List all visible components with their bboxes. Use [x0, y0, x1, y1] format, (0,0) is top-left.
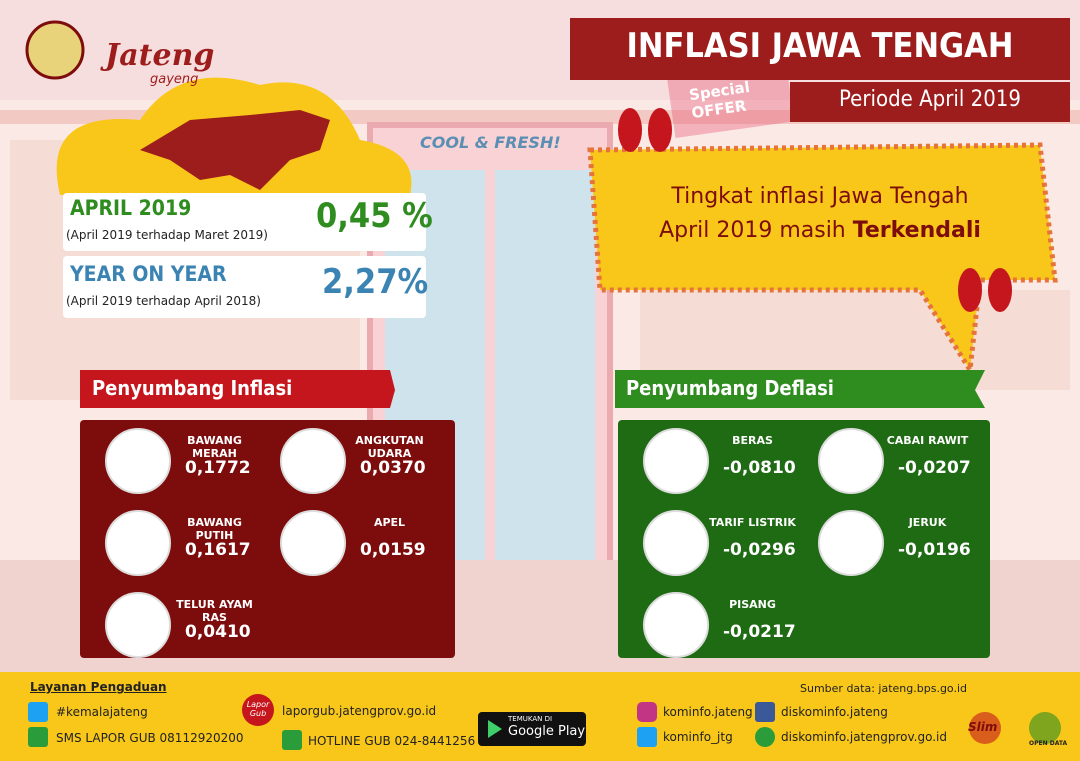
instagram: kominfo.jateng: [663, 705, 753, 719]
complaint-title: Layanan Pengaduan: [30, 680, 167, 694]
quote-text: April 2019 masih: [659, 218, 846, 243]
item-value: 0,1772: [185, 458, 251, 478]
item-name: TELUR AYAM RAS: [176, 598, 253, 624]
item-value: 0,0370: [360, 458, 426, 478]
yoy-label: YEAR ON YEAR: [70, 262, 227, 286]
item-value: -0,0296: [723, 540, 796, 560]
item-icon: [643, 510, 709, 576]
item-icon: [105, 510, 171, 576]
item-name: ANGKUTAN UDARA: [355, 434, 424, 460]
item-icon: [818, 510, 884, 576]
sms: SMS LAPOR GUB 08112920200: [56, 731, 244, 745]
quote-line: April 2019 masih Terkendali: [600, 214, 1040, 248]
monthly-label: APRIL 2019: [70, 196, 192, 220]
item-icon: [105, 428, 171, 494]
quote: Tingkat inflasi Jawa Tengah April 2019 m…: [600, 180, 1040, 248]
item-icon: [818, 428, 884, 494]
item-value: 0,1617: [185, 540, 251, 560]
item-value: -0,0810: [723, 458, 796, 478]
monthly-note: (April 2019 terhadap Maret 2019): [66, 228, 268, 242]
item-icon: [643, 428, 709, 494]
quote-line: Tingkat inflasi Jawa Tengah: [671, 184, 969, 209]
item-icon: [280, 510, 346, 576]
item-name: BAWANG MERAH: [187, 434, 242, 460]
title: INFLASI JAWA TENGAH: [626, 26, 1014, 66]
logo-tagline: gayeng: [150, 72, 199, 87]
inflation-title: Penyumbang Inflasi: [92, 376, 293, 400]
item-icon: [280, 428, 346, 494]
item-name: CABAI RAWIT: [886, 434, 969, 447]
item-name: PISANG: [729, 598, 776, 611]
item-value: -0,0217: [723, 622, 796, 642]
item-name: JERUK: [908, 516, 947, 529]
yoy-value: 2,27%: [322, 262, 429, 302]
quote-emphasis: Terkendali: [852, 218, 981, 243]
item-value: 0,0159: [360, 540, 426, 560]
deflation-title: Penyumbang Deflasi: [626, 376, 834, 400]
item-icon: [643, 592, 709, 658]
yoy-note: (April 2019 terhadap April 2018): [66, 294, 261, 308]
item-name: BERAS: [732, 434, 773, 447]
item-name: APEL: [373, 516, 406, 529]
twitter: #kemalajateng: [56, 705, 148, 719]
monthly-value: 0,45 %: [316, 196, 433, 236]
web: diskominfo.jatengprov.go.id: [781, 730, 947, 744]
item-name: BAWANG PUTIH: [187, 516, 242, 542]
item-value: 0,0410: [185, 622, 251, 642]
lapor-logo: Lapor Gub: [246, 700, 270, 718]
item-value: -0,0196: [898, 540, 971, 560]
facebook: diskominfo.jateng: [781, 705, 888, 719]
store-pre[interactable]: TEMUKAN DI: [508, 715, 553, 723]
item-value: -0,0207: [898, 458, 971, 478]
item-icon: [105, 592, 171, 658]
item-name: TARIF LISTRIK: [709, 516, 796, 529]
period: Periode April 2019: [839, 87, 1021, 112]
source: Sumber data: jateng.bps.go.id: [800, 682, 967, 695]
logo-name: Jateng: [105, 38, 215, 73]
hotline: HOTLINE GUB 024-8441256: [308, 734, 476, 748]
twitter2: kominfo_jtg: [663, 730, 733, 744]
lapor: laporgub.jatengprov.go.id: [282, 704, 437, 718]
store[interactable]: Google Play: [508, 724, 586, 739]
badge: Slim: [968, 720, 998, 734]
badge: OPEN DATA: [1029, 740, 1068, 747]
sign: COOL & FRESH!: [420, 133, 561, 152]
